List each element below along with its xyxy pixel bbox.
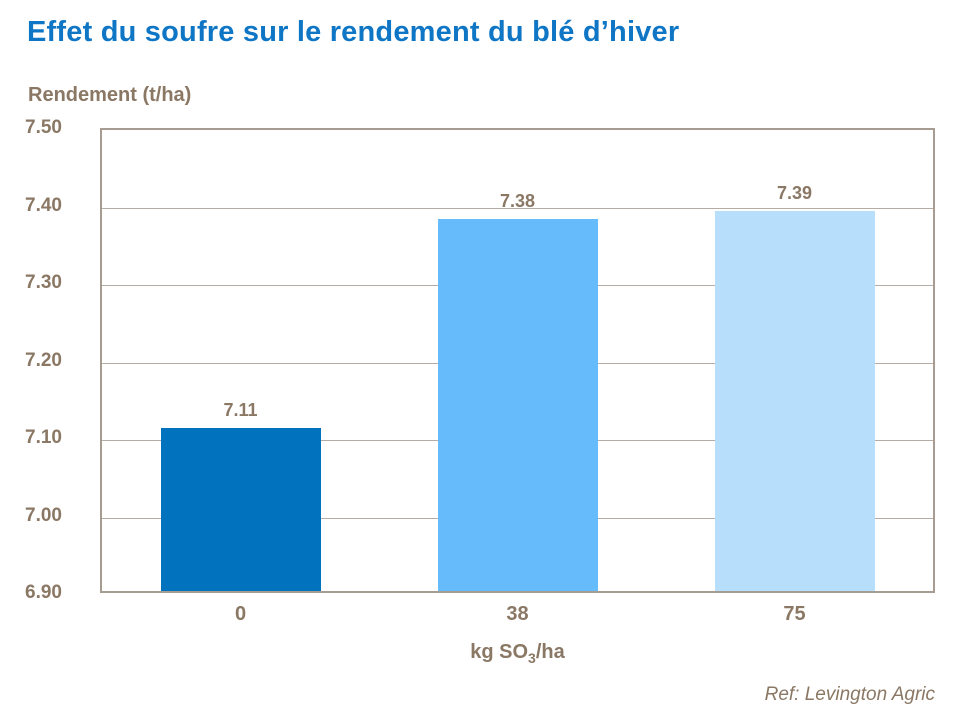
bar-0 [160,428,321,591]
bar-38 [437,219,598,591]
y-tick-label: 7.30 [25,272,62,293]
bar-value-label: 7.38 [499,191,536,211]
x-axis-tick-labels: 0 38 75 [100,603,935,629]
y-tick-label: 6.90 [25,582,62,603]
plot-area: 7.11 7.38 7.39 [100,128,935,593]
x-tick-label: 0 [234,603,247,625]
y-tick-label: 7.10 [25,427,62,448]
bar-value-label: 7.39 [776,183,813,203]
y-tick-label: 7.50 [25,117,62,138]
y-tick-label: 7.20 [25,349,62,371]
bar-75 [714,211,875,591]
x-axis-title-prefix: kg SO [470,641,529,663]
x-axis-title-subscript: 3 [528,650,536,666]
x-axis-title: kg SO3/ha [100,641,935,666]
gridline [102,207,933,209]
reference-note: Ref: Levington Agric [764,684,935,705]
x-axis-title-suffix: /ha [535,641,565,663]
y-tick-label: 7.00 [25,504,62,526]
bar-value-label: 7.11 [223,400,258,420]
chart-title: Effet du soufre sur le rendement du blé … [27,16,680,48]
y-axis-tick-labels: 7.50 7.40 7.30 7.20 7.10 7.00 6.90 [0,118,82,603]
y-axis-title: Rendement (t/ha) [28,84,192,106]
x-tick-label: 38 [506,603,529,625]
x-tick-label: 75 [783,603,806,625]
y-tick-label: 7.40 [25,194,62,216]
